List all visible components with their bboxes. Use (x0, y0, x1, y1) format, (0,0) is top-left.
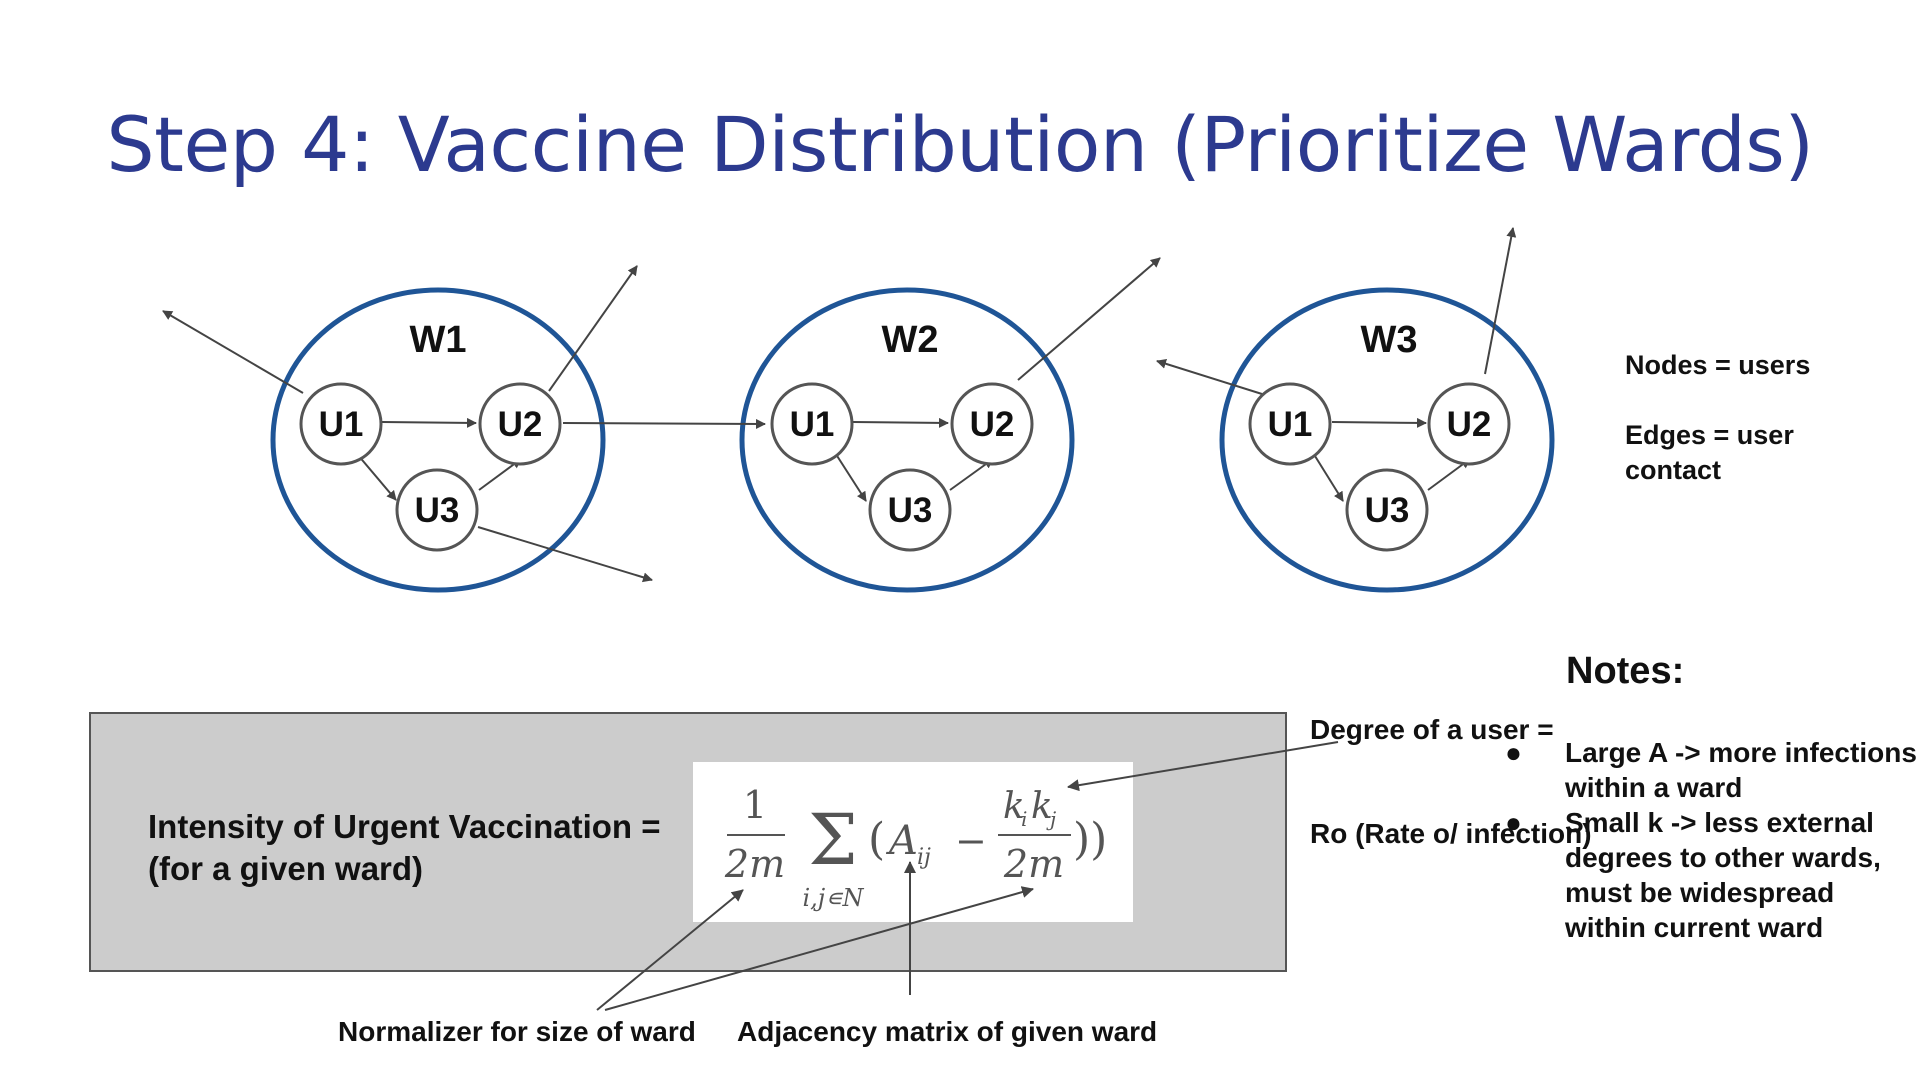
svg-text:−: − (955, 819, 987, 863)
ward-circle-w3 (1219, 287, 1555, 593)
node-w1-u1 (299, 382, 383, 466)
bullet-icon: ● (1505, 807, 1522, 838)
edge-w1-u1-u2 (381, 417, 477, 428)
node-label-w2-u1: U1 (790, 405, 835, 444)
svg-text:1: 1 (743, 783, 767, 827)
svg-text:k: k (1031, 786, 1053, 827)
ward-label-w2: W2 (882, 319, 939, 361)
notes-item-text: Large A -> more infections within a ward (1565, 737, 1917, 803)
notes-item: ● Small k -> less external degrees to oth… (1505, 805, 1920, 945)
degree-annotation: Degree of a user = (1310, 714, 1554, 745)
node-label-w3-u3: U3 (1365, 491, 1410, 530)
node-w1-u3 (395, 468, 479, 552)
svg-text:)): )) (1073, 814, 1107, 865)
edge-w2-u1-u2 (852, 417, 949, 428)
svg-text:j: j (1046, 807, 1056, 831)
node-w3-u3 (1345, 468, 1429, 552)
legend-nodes: Nodes = users (1625, 350, 1811, 380)
svg-text:Σ: Σ (808, 799, 858, 881)
svg-text:2m: 2m (1003, 842, 1064, 886)
node-w3-u2 (1427, 382, 1511, 466)
notes-title: Notes: (1566, 650, 1685, 692)
intensity-label: Intensity of Urgent Vaccination = (for a… (148, 806, 661, 890)
node-w3-u1 (1248, 382, 1332, 466)
node-w2-u3 (868, 468, 952, 552)
notes-item: ● Large A -> more infections within a war… (1505, 735, 1920, 805)
svg-text:A: A (885, 818, 918, 864)
edge-w1-u2-w2-u1 (562, 418, 766, 429)
ro-annotation: Ro (Rate o/ infection) (1310, 818, 1592, 849)
node-w2-u2 (950, 382, 1034, 466)
node-w1-u2 (478, 382, 562, 466)
edge-w2-u2-out (1017, 257, 1161, 381)
edge-w3-u1-u3 (1309, 447, 1344, 502)
modularity-equation: 1 2m Σ i,j∊N ( A ij − k i k j 2m )) (693, 762, 1133, 922)
svg-text:(: ( (868, 814, 885, 865)
ward-label-w3: W3 (1361, 319, 1418, 361)
edge-w1-u1-out (162, 310, 304, 394)
edge-w2-u1-u3 (831, 447, 867, 502)
slide-title: Step 4: Vaccine Distribution (Prioritize… (106, 100, 1814, 189)
node-label-w1-u2: U2 (498, 405, 543, 444)
edge-w1-u2-out (548, 265, 638, 392)
svg-text:ij: ij (917, 845, 931, 870)
adjacency-annotation: Adjacency matrix of given ward (737, 1016, 1158, 1047)
ward-network-diagram: W1 W2 W3 U1 U2 U3 U1 U2 U (162, 227, 1555, 593)
bullet-icon: ● (1505, 737, 1522, 768)
edge-w3-u1-out (1156, 358, 1263, 395)
svg-text:i: i (1021, 807, 1027, 831)
node-label-w1-u1: U1 (319, 405, 364, 444)
ward-circle-w1 (270, 287, 606, 593)
normalizer-annotation: Normalizer for size of ward (338, 1016, 696, 1047)
svg-text:i,j∊N: i,j∊N (803, 884, 865, 912)
intensity-label-line2: (for a given ward) (148, 850, 424, 887)
equation-render: 1 2m Σ i,j∊N ( A ij − k i k j 2m )) (724, 783, 1107, 912)
ward-label-w1: W1 (410, 319, 467, 361)
notes-list: ● Large A -> more infections within a war… (1505, 735, 1920, 945)
node-label-w3-u1: U1 (1268, 405, 1313, 444)
node-w2-u1 (770, 382, 854, 466)
intensity-label-line1: Intensity of Urgent Vaccination = (148, 808, 661, 845)
legend-edges: Edges = user contact (1625, 420, 1794, 485)
edge-w3-u1-u2 (1331, 417, 1427, 428)
edge-w3-u2-out (1484, 227, 1517, 375)
edge-w1-u3-out (477, 526, 653, 583)
svg-text:k: k (1003, 786, 1025, 827)
node-label-w2-u2: U2 (970, 405, 1015, 444)
node-label-w3-u2: U2 (1447, 405, 1492, 444)
ward-circle-w2 (739, 287, 1075, 593)
node-label-w2-u3: U3 (888, 491, 933, 530)
svg-text:2m: 2m (724, 842, 785, 886)
node-label-w1-u3: U3 (415, 491, 460, 530)
notes-item-text: Small k -> less external degrees to othe… (1565, 807, 1881, 943)
